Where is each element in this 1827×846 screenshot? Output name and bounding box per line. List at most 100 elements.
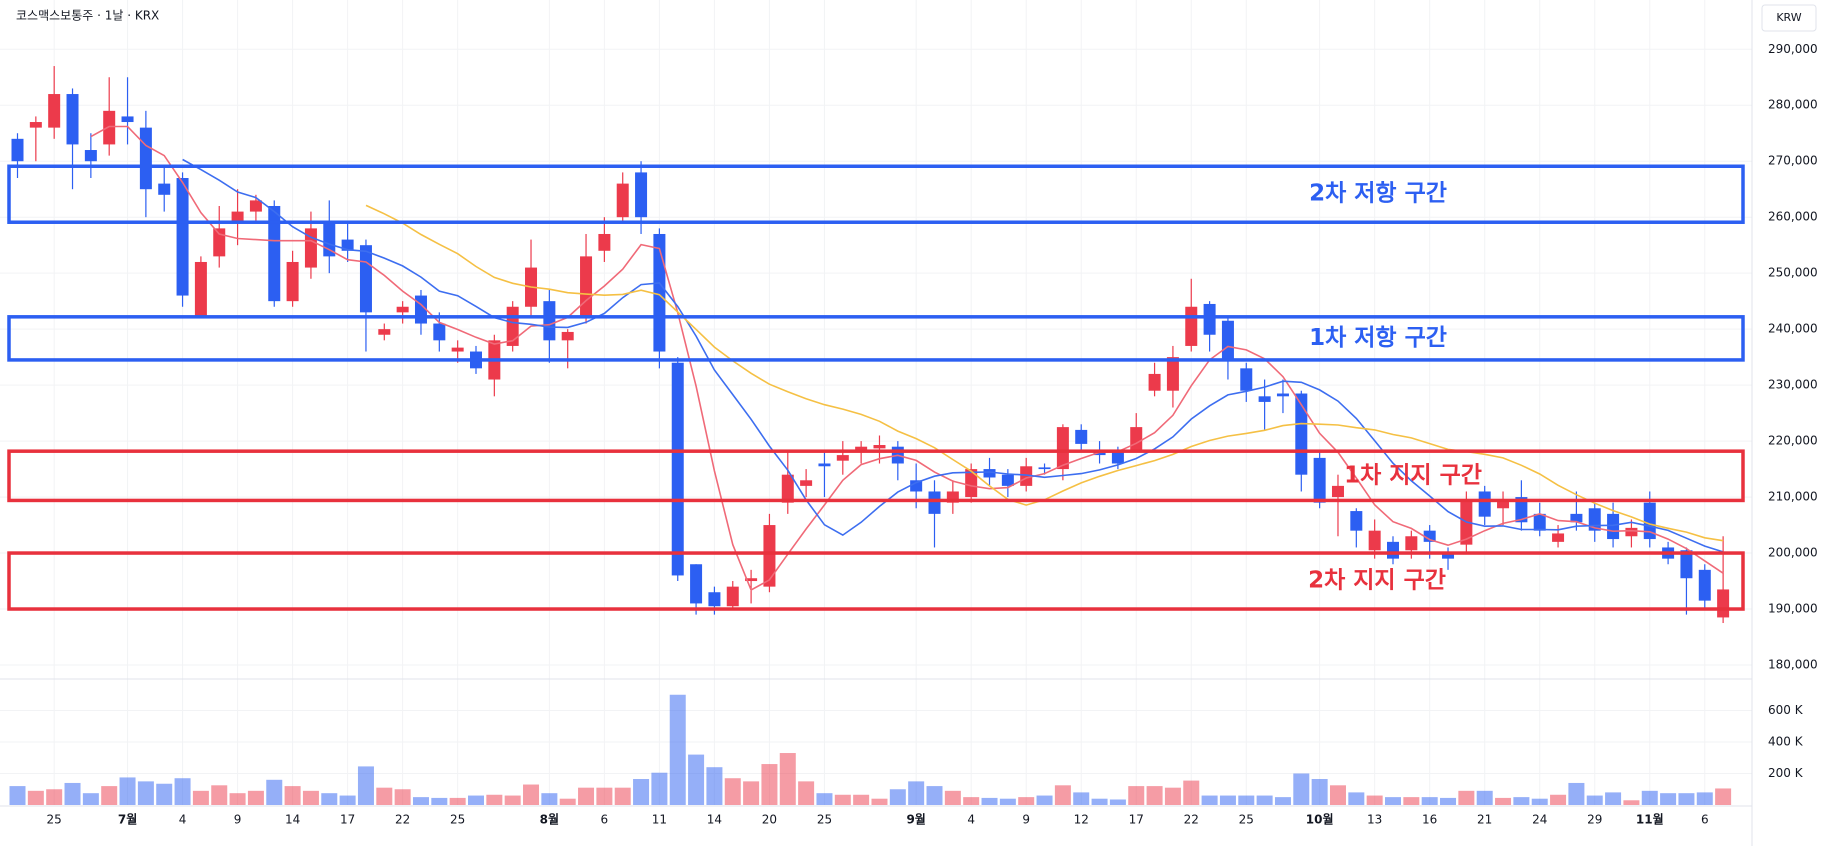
volume-bar — [1678, 793, 1695, 805]
candle-body — [1607, 513, 1620, 540]
x-tick-label: 9 — [1022, 813, 1030, 827]
candle-body — [983, 469, 996, 478]
zone-box — [7, 449, 1745, 503]
candle-body — [873, 445, 886, 449]
candle-body — [66, 94, 79, 145]
candle-body — [726, 586, 739, 607]
candle-body — [286, 261, 299, 302]
candle-body — [1056, 427, 1069, 470]
candle-body — [249, 200, 262, 212]
volume-bar — [1550, 794, 1567, 805]
moving-average — [90, 125, 1724, 592]
candle-body — [1698, 569, 1711, 601]
x-tick-label: 22 — [1184, 813, 1199, 827]
candle-body — [1258, 396, 1271, 402]
candle-body — [745, 578, 758, 582]
y-tick-label: 260,000 — [1768, 210, 1818, 224]
chart-title: 코스맥스보통주 · 1날 · KRX — [16, 9, 159, 23]
volume-bar — [1256, 795, 1273, 805]
volume-tick-label: 200 K — [1768, 766, 1804, 780]
candle-body — [818, 463, 831, 467]
volume-bar — [871, 798, 888, 805]
x-tick-label: 17 — [340, 813, 355, 827]
x-tick-label: 7월 — [118, 812, 137, 827]
candle-body — [1313, 457, 1326, 503]
candle-body — [763, 525, 776, 587]
volume-bar — [64, 782, 81, 805]
candle-body — [1001, 474, 1014, 486]
candle-body — [231, 211, 244, 223]
x-tick-label: 14 — [707, 813, 722, 827]
x-tick-label: 14 — [285, 813, 300, 827]
candle-body — [690, 564, 703, 604]
candle-body — [616, 183, 629, 218]
volume-bar — [614, 787, 631, 805]
candle-body — [671, 362, 684, 576]
candle-body — [653, 233, 666, 352]
volume-bar — [779, 753, 796, 805]
volume-bar — [761, 764, 778, 805]
x-tick-label: 4 — [967, 813, 975, 827]
volume-bar — [137, 781, 154, 805]
candle-body — [561, 331, 574, 341]
y-tick-label: 220,000 — [1768, 434, 1818, 448]
candle-body — [341, 239, 354, 251]
volume-bar — [1054, 785, 1071, 805]
candle-body — [121, 116, 134, 123]
volume-bar — [1128, 786, 1145, 805]
x-tick-label: 9월 — [906, 812, 925, 827]
y-tick-label: 270,000 — [1768, 154, 1818, 168]
volume-bar — [229, 793, 246, 805]
y-tick-label: 250,000 — [1768, 266, 1818, 280]
volume-bar — [1183, 780, 1200, 805]
candle-body — [1643, 502, 1656, 540]
volume-bar — [46, 789, 63, 805]
volume-bar — [119, 777, 136, 805]
candle-body — [1221, 320, 1234, 360]
candle-body — [1148, 373, 1161, 391]
candle-body — [1387, 541, 1399, 559]
volume-bar — [1238, 795, 1255, 805]
candle-body — [635, 172, 648, 218]
volume-bar — [284, 786, 301, 805]
volume-bar — [211, 785, 228, 805]
candle-body — [946, 491, 959, 503]
candle-body — [1533, 513, 1546, 531]
volume-bar — [1531, 798, 1548, 805]
volume-bar — [1073, 792, 1090, 805]
volume-bar — [1696, 792, 1713, 805]
volume-bar — [853, 794, 870, 805]
volume-bar — [541, 793, 558, 805]
candle-body — [176, 178, 189, 296]
candle-body — [268, 205, 281, 302]
y-tick-label: 190,000 — [1768, 602, 1818, 616]
volume-bar — [156, 783, 173, 805]
candle-body — [1497, 499, 1510, 509]
volume-bar — [1715, 788, 1732, 805]
candle-body — [1717, 589, 1730, 618]
volume-bar — [27, 790, 44, 805]
zone-box — [7, 164, 1745, 224]
volume-bar — [449, 797, 466, 805]
candle-body — [11, 138, 24, 162]
volume-bar — [431, 797, 448, 805]
candle-body — [1625, 527, 1638, 537]
y-tick-label: 280,000 — [1768, 98, 1818, 112]
x-tick-label: 20 — [762, 813, 777, 827]
volume-bar — [486, 794, 503, 805]
volume-tick-label: 600 K — [1768, 703, 1804, 717]
volume-bar — [1421, 797, 1438, 805]
x-tick-label: 24 — [1532, 813, 1547, 827]
candle-body — [29, 122, 42, 128]
y-tick-label: 240,000 — [1768, 322, 1818, 336]
y-tick-label: 210,000 — [1768, 490, 1818, 504]
candle-body — [1331, 485, 1344, 498]
candle-body — [1166, 357, 1179, 391]
volume-bar — [192, 790, 209, 805]
volume-bar — [1495, 797, 1512, 805]
volume-bar — [669, 694, 686, 805]
volume-bar — [1660, 793, 1677, 805]
y-tick-label: 290,000 — [1768, 42, 1818, 56]
